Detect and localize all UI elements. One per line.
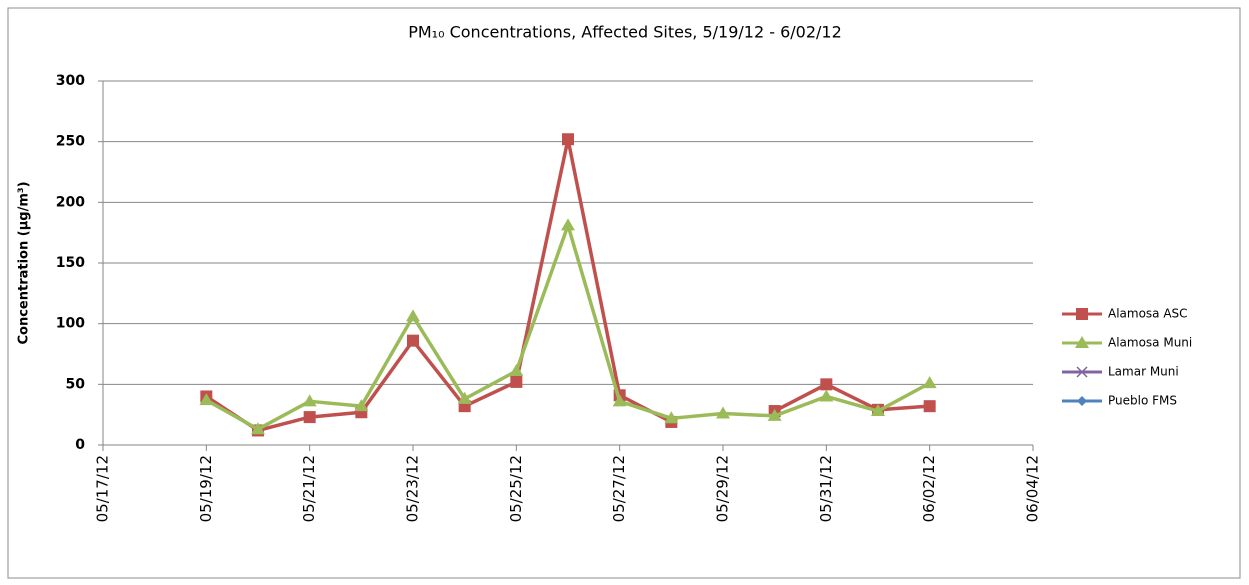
marker bbox=[302, 394, 317, 407]
chart-title: PM₁₀ Concentrations, Affected Sites, 5/1… bbox=[408, 23, 842, 42]
legend-label: Lamar Muni bbox=[1108, 365, 1179, 379]
x-tick-label: 05/19/12 bbox=[197, 455, 215, 522]
x-tick-label: 05/25/12 bbox=[507, 455, 525, 522]
marker bbox=[1077, 396, 1087, 406]
marker bbox=[819, 389, 834, 402]
marker bbox=[251, 422, 265, 435]
legend-label: Alamosa ASC bbox=[1108, 307, 1188, 321]
x-tick-label: 05/21/12 bbox=[300, 455, 318, 522]
marker bbox=[199, 393, 214, 406]
x-tick-label: 05/31/12 bbox=[817, 455, 835, 522]
marker bbox=[922, 376, 937, 389]
marker bbox=[1076, 308, 1088, 320]
marker bbox=[1075, 336, 1089, 348]
x-tick-label: 06/02/12 bbox=[920, 455, 938, 522]
marker bbox=[767, 408, 782, 421]
x-tick-label: 05/17/12 bbox=[94, 455, 112, 522]
marker bbox=[510, 375, 523, 388]
marker bbox=[303, 411, 316, 424]
marker bbox=[509, 363, 524, 376]
x-tick-label: 05/23/12 bbox=[404, 455, 422, 522]
marker bbox=[457, 391, 472, 404]
y-tick-label: 150 bbox=[56, 255, 85, 271]
series-line bbox=[205, 137, 930, 433]
marker bbox=[664, 411, 679, 424]
marker bbox=[820, 378, 833, 391]
marker bbox=[716, 406, 730, 419]
y-axis-label: Concentration (µg/m³) bbox=[17, 181, 32, 344]
y-tick-label: 0 bbox=[75, 437, 85, 453]
y-tick-label: 50 bbox=[66, 376, 86, 392]
y-tick-label: 250 bbox=[56, 134, 85, 150]
y-tick-label: 100 bbox=[56, 316, 85, 332]
marker bbox=[407, 334, 419, 347]
x-tick-label: 05/27/12 bbox=[610, 455, 628, 522]
x-tick-label: 05/29/12 bbox=[714, 455, 732, 522]
y-tick-label: 300 bbox=[56, 73, 85, 89]
marker bbox=[612, 394, 627, 407]
x-tick-label: 06/04/12 bbox=[1024, 455, 1042, 522]
y-tick-label: 200 bbox=[56, 194, 85, 210]
marker bbox=[562, 133, 574, 146]
marker bbox=[871, 404, 885, 417]
marker bbox=[354, 399, 369, 412]
marker bbox=[923, 400, 936, 413]
legend-label: Pueblo FMS bbox=[1108, 394, 1177, 408]
marker bbox=[406, 309, 420, 322]
marker bbox=[1076, 366, 1088, 378]
chart-frame bbox=[7, 7, 1241, 579]
marker bbox=[561, 218, 575, 231]
legend-label: Alamosa Muni bbox=[1108, 336, 1192, 350]
